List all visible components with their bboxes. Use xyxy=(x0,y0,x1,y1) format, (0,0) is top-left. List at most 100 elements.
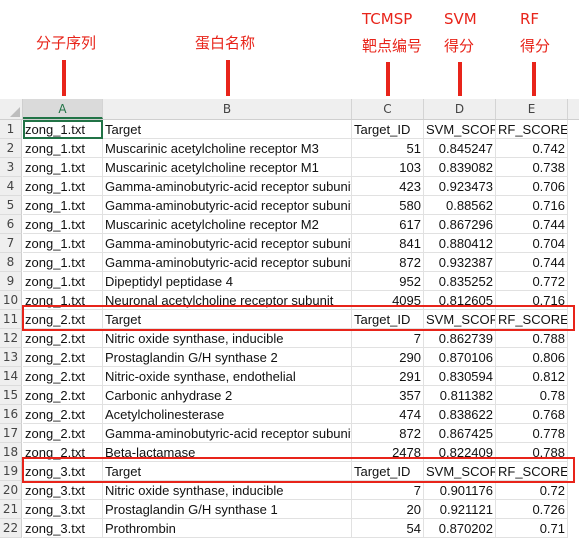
cell-a[interactable]: zong_1.txt xyxy=(23,158,103,177)
cell-b[interactable]: Muscarinic acetylcholine receptor M3 xyxy=(103,139,352,158)
cell-e[interactable]: 0.788 xyxy=(496,329,568,348)
cell-b[interactable]: Gamma-aminobutyric-acid receptor subunit xyxy=(103,234,352,253)
cell-a[interactable]: zong_1.txt xyxy=(23,215,103,234)
cell-a[interactable]: zong_3.txt xyxy=(23,500,103,519)
row-number[interactable]: 19 xyxy=(0,462,22,481)
cell-b[interactable]: Nitric-oxide synthase, endothelial xyxy=(103,367,352,386)
cell-e[interactable]: 0.78 xyxy=(496,386,568,405)
column-header-e[interactable]: E xyxy=(496,99,568,119)
cell-d[interactable]: 0.867425 xyxy=(424,424,496,443)
cell-b[interactable]: Prostaglandin G/H synthase 1 xyxy=(103,500,352,519)
cell-e[interactable]: RF_SCORE xyxy=(496,462,568,481)
cell-e[interactable]: 0.716 xyxy=(496,196,568,215)
cell-c[interactable]: 4095 xyxy=(352,291,424,310)
cell-d[interactable]: 0.811382 xyxy=(424,386,496,405)
cell-d[interactable]: 0.838622 xyxy=(424,405,496,424)
cell-c[interactable]: 2478 xyxy=(352,443,424,462)
cell-e[interactable]: 0.742 xyxy=(496,139,568,158)
cell-b[interactable]: Gamma-aminobutyric-acid receptor subunit xyxy=(103,253,352,272)
cell-b[interactable]: Neuronal acetylcholine receptor subunit xyxy=(103,291,352,310)
row-number[interactable]: 22 xyxy=(0,519,22,538)
cell-d[interactable]: SVM_SCORE xyxy=(424,462,496,481)
cell-c[interactable]: 872 xyxy=(352,253,424,272)
row-number[interactable]: 11 xyxy=(0,310,22,329)
cell-a[interactable]: zong_1.txt xyxy=(23,253,103,272)
cell-e[interactable]: 0.772 xyxy=(496,272,568,291)
cell-d[interactable]: 0.870106 xyxy=(424,348,496,367)
cell-c[interactable]: 357 xyxy=(352,386,424,405)
cell-e[interactable]: 0.788 xyxy=(496,443,568,462)
cell-c[interactable]: 617 xyxy=(352,215,424,234)
row-number[interactable]: 12 xyxy=(0,329,22,348)
cell-e[interactable]: 0.744 xyxy=(496,215,568,234)
cell-c[interactable]: 291 xyxy=(352,367,424,386)
cell-c[interactable]: 423 xyxy=(352,177,424,196)
cell-c[interactable]: Target_ID xyxy=(352,462,424,481)
cell-b[interactable]: Prothrombin xyxy=(103,519,352,538)
cell-d[interactable]: 0.867296 xyxy=(424,215,496,234)
cell-b[interactable]: Muscarinic acetylcholine receptor M1 xyxy=(103,158,352,177)
cell-c[interactable]: 54 xyxy=(352,519,424,538)
cell-a[interactable]: zong_1.txt xyxy=(23,196,103,215)
cell-d[interactable]: SVM_SCORE xyxy=(424,310,496,329)
cell-e[interactable]: 0.806 xyxy=(496,348,568,367)
cell-d[interactable]: 0.812605 xyxy=(424,291,496,310)
cell-a[interactable]: zong_1.txt xyxy=(23,120,103,139)
cell-b[interactable]: Muscarinic acetylcholine receptor M2 xyxy=(103,215,352,234)
cell-b[interactable]: Acetylcholinesterase xyxy=(103,405,352,424)
cell-c[interactable]: 872 xyxy=(352,424,424,443)
cell-e[interactable]: 0.738 xyxy=(496,158,568,177)
row-number[interactable]: 10 xyxy=(0,291,22,310)
cell-e[interactable]: 0.768 xyxy=(496,405,568,424)
cell-d[interactable]: 0.830594 xyxy=(424,367,496,386)
row-number[interactable]: 16 xyxy=(0,405,22,424)
cell-c[interactable]: 841 xyxy=(352,234,424,253)
cell-d[interactable]: 0.862739 xyxy=(424,329,496,348)
cell-a[interactable]: zong_2.txt xyxy=(23,424,103,443)
cell-c[interactable]: 7 xyxy=(352,481,424,500)
row-number[interactable]: 13 xyxy=(0,348,22,367)
row-number[interactable]: 15 xyxy=(0,386,22,405)
cell-b[interactable]: Target xyxy=(103,462,352,481)
row-number[interactable]: 2 xyxy=(0,139,22,158)
cell-c[interactable]: 51 xyxy=(352,139,424,158)
cell-c[interactable]: 103 xyxy=(352,158,424,177)
cell-c[interactable]: 474 xyxy=(352,405,424,424)
cell-a[interactable]: zong_2.txt xyxy=(23,329,103,348)
row-number[interactable]: 17 xyxy=(0,424,22,443)
cell-d[interactable]: 0.839082 xyxy=(424,158,496,177)
row-number[interactable]: 21 xyxy=(0,500,22,519)
cell-b[interactable]: Beta-lactamase xyxy=(103,443,352,462)
column-header-c[interactable]: C xyxy=(352,99,424,119)
cell-b[interactable]: Prostaglandin G/H synthase 2 xyxy=(103,348,352,367)
cell-c[interactable]: Target_ID xyxy=(352,120,424,139)
cell-e[interactable]: 0.72 xyxy=(496,481,568,500)
row-number[interactable]: 3 xyxy=(0,158,22,177)
row-number[interactable]: 9 xyxy=(0,272,22,291)
row-number[interactable]: 8 xyxy=(0,253,22,272)
cell-a[interactable]: zong_2.txt xyxy=(23,367,103,386)
row-number[interactable]: 14 xyxy=(0,367,22,386)
cell-d[interactable]: 0.88562 xyxy=(424,196,496,215)
cell-c[interactable]: Target_ID xyxy=(352,310,424,329)
cell-c[interactable]: 290 xyxy=(352,348,424,367)
spreadsheet-grid[interactable]: A B C D E 1 zong_1.txt Target Target_ID SVM_… xyxy=(0,99,579,546)
cell-d[interactable]: 0.923473 xyxy=(424,177,496,196)
row-number[interactable]: 4 xyxy=(0,177,22,196)
cell-e[interactable]: 0.778 xyxy=(496,424,568,443)
row-number[interactable]: 7 xyxy=(0,234,22,253)
cell-e[interactable]: 0.716 xyxy=(496,291,568,310)
cell-e[interactable]: RF_SCORE xyxy=(496,310,568,329)
cell-c[interactable]: 952 xyxy=(352,272,424,291)
cell-b[interactable]: Target xyxy=(103,310,352,329)
row-number[interactable]: 6 xyxy=(0,215,22,234)
cell-b[interactable]: Nitric oxide synthase, inducible xyxy=(103,329,352,348)
cell-b[interactable]: Nitric oxide synthase, inducible xyxy=(103,481,352,500)
cell-c[interactable]: 7 xyxy=(352,329,424,348)
cell-d[interactable]: 0.880412 xyxy=(424,234,496,253)
cell-a[interactable]: zong_1.txt xyxy=(23,272,103,291)
cell-d[interactable]: 0.835252 xyxy=(424,272,496,291)
cell-e[interactable]: 0.71 xyxy=(496,519,568,538)
cell-d[interactable]: 0.870202 xyxy=(424,519,496,538)
cell-b[interactable]: Gamma-aminobutyric-acid receptor subunit xyxy=(103,177,352,196)
